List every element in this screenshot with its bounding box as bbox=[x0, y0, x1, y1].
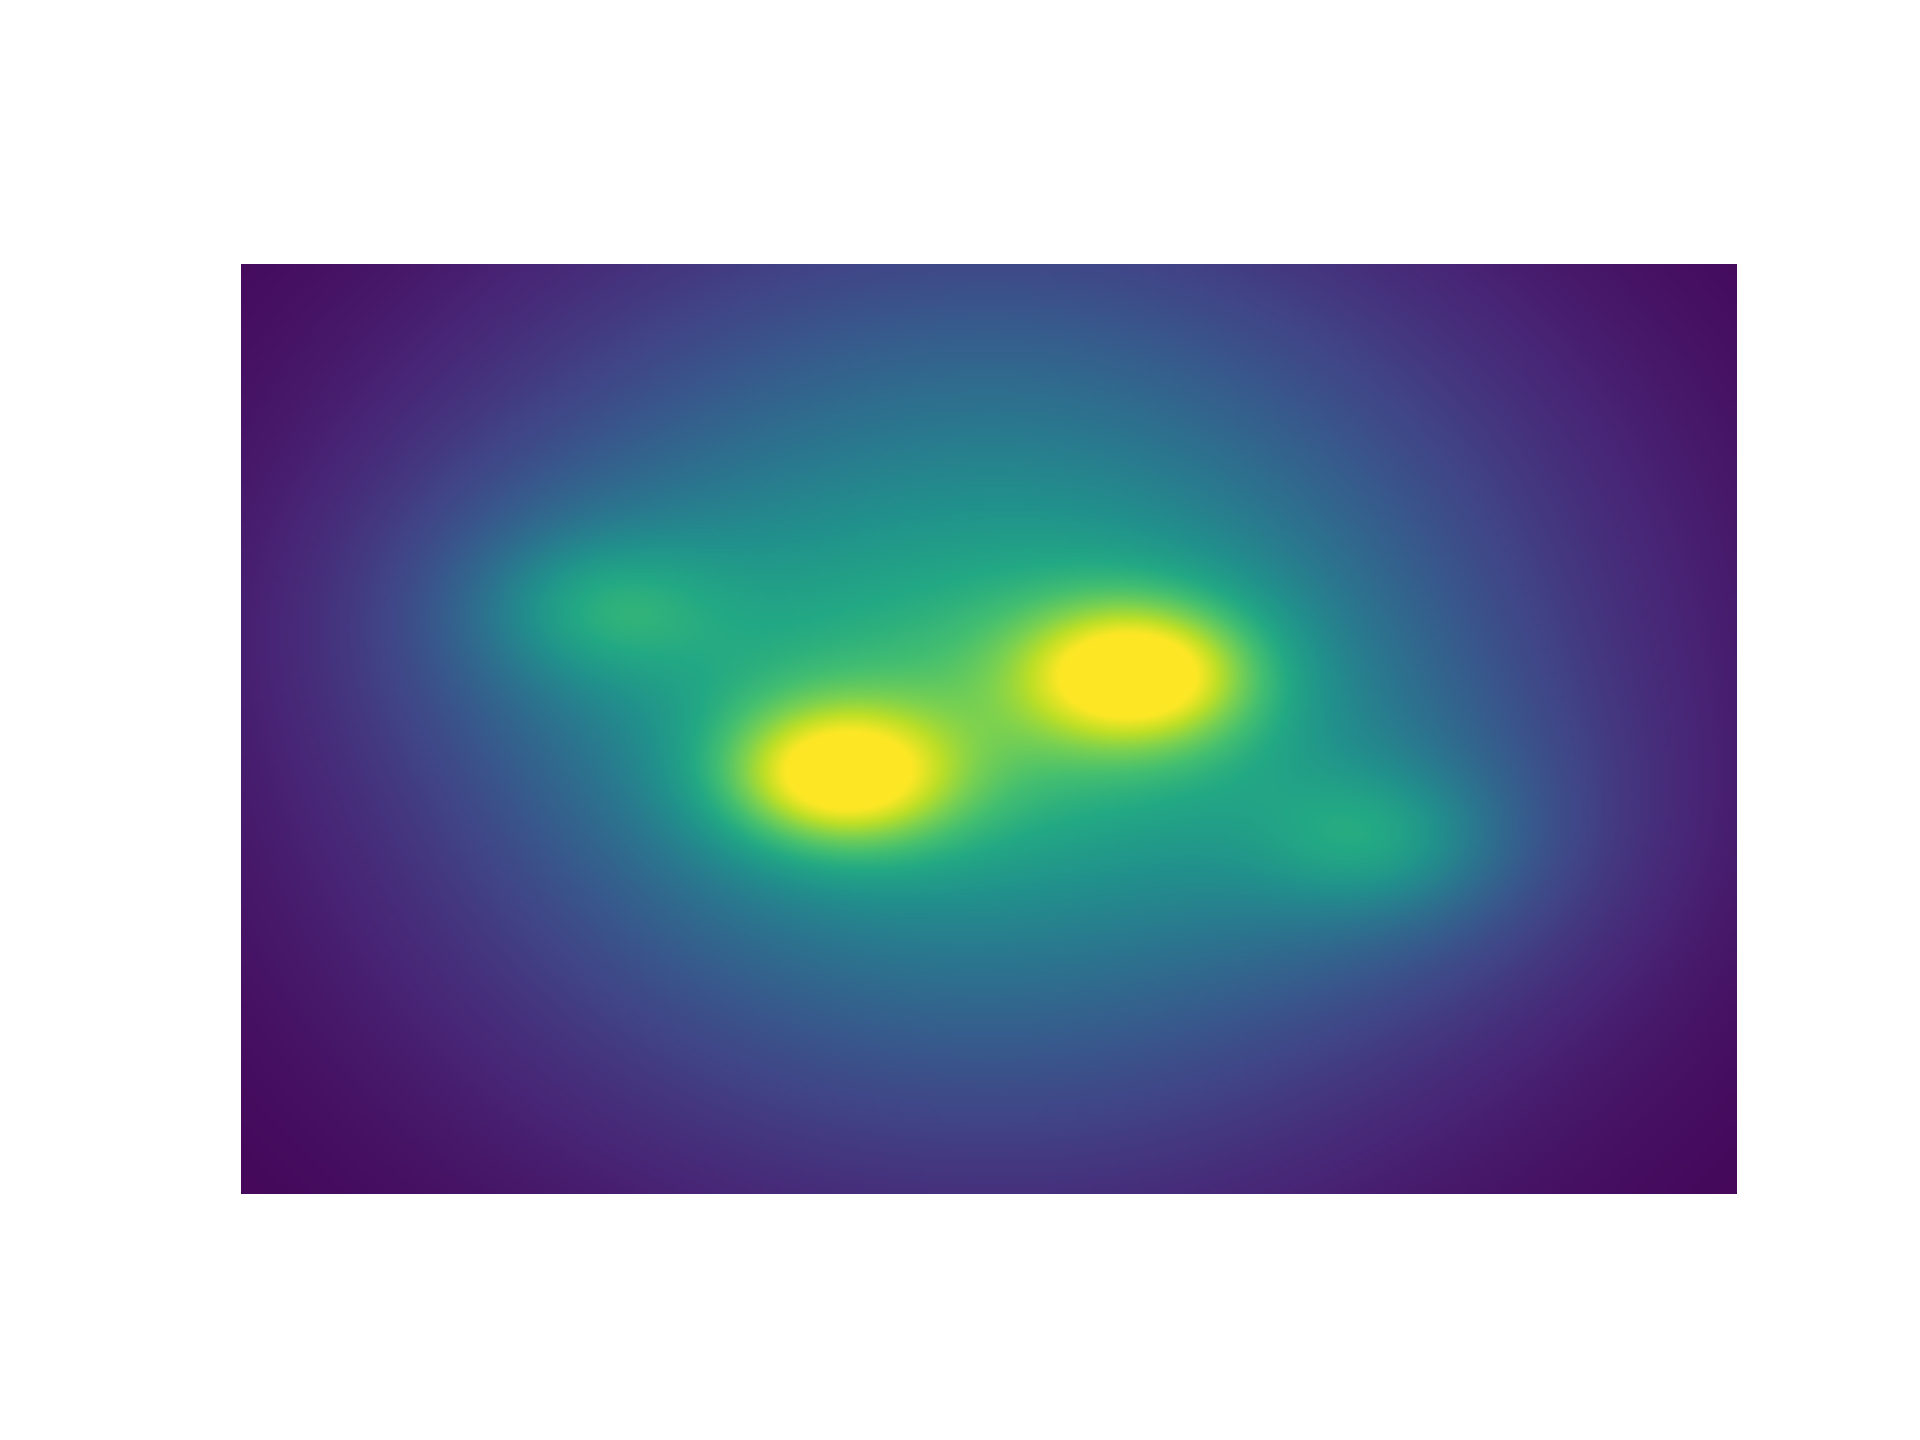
heatmap-image bbox=[241, 264, 1737, 1194]
heatmap-raster bbox=[241, 264, 1737, 1194]
heatmap-plot-area bbox=[241, 264, 1737, 1194]
